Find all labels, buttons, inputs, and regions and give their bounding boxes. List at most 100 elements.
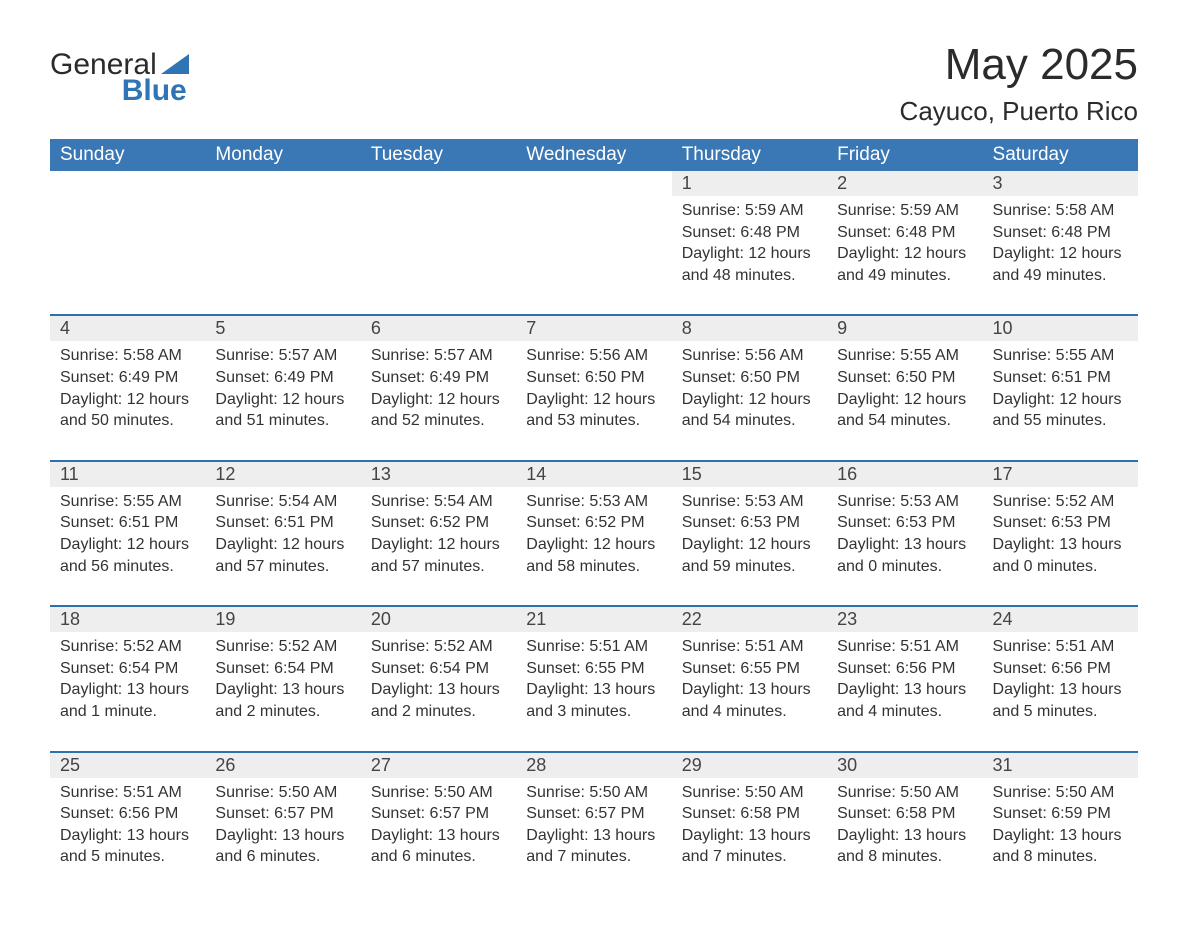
day-number: 6 <box>371 318 381 338</box>
brand-logo: General Blue <box>50 40 189 106</box>
day-detail-cell: Sunrise: 5:55 AMSunset: 6:51 PMDaylight:… <box>983 341 1138 460</box>
day-number: 4 <box>60 318 70 338</box>
sunset-text: Sunset: 6:49 PM <box>60 367 195 389</box>
day-detail-cell: Sunrise: 5:51 AMSunset: 6:55 PMDaylight:… <box>516 632 671 751</box>
sunset-text: Sunset: 6:57 PM <box>526 803 661 825</box>
day-detail-cell: Sunrise: 5:56 AMSunset: 6:50 PMDaylight:… <box>672 341 827 460</box>
sunrise-text: Sunrise: 5:51 AM <box>682 636 817 658</box>
sunset-text: Sunset: 6:55 PM <box>682 658 817 680</box>
day-number: 28 <box>526 755 546 775</box>
day-number: 26 <box>215 755 235 775</box>
day-detail-cell: Sunrise: 5:50 AMSunset: 6:57 PMDaylight:… <box>361 778 516 896</box>
day-number-cell: 31 <box>983 752 1138 778</box>
day-detail-cell: Sunrise: 5:53 AMSunset: 6:53 PMDaylight:… <box>827 487 982 606</box>
day-number-cell: 28 <box>516 752 671 778</box>
sunset-text: Sunset: 6:53 PM <box>682 512 817 534</box>
day-detail-cell: Sunrise: 5:50 AMSunset: 6:58 PMDaylight:… <box>827 778 982 896</box>
sunrise-text: Sunrise: 5:50 AM <box>682 782 817 804</box>
daylight-text: Daylight: 12 hours and 58 minutes. <box>526 534 661 577</box>
day-number-cell: 16 <box>827 461 982 487</box>
day-number-cell: 18 <box>50 606 205 632</box>
day-number-cell: 23 <box>827 606 982 632</box>
day-of-week-row: Sunday Monday Tuesday Wednesday Thursday… <box>50 139 1138 171</box>
day-number-cell: 26 <box>205 752 360 778</box>
day-number: 2 <box>837 173 847 193</box>
daylight-text: Daylight: 13 hours and 2 minutes. <box>215 679 350 722</box>
daylight-text: Daylight: 13 hours and 8 minutes. <box>993 825 1128 868</box>
day-number-cell: 12 <box>205 461 360 487</box>
day-number-cell: 27 <box>361 752 516 778</box>
day-number-cell: 3 <box>983 171 1138 196</box>
daylight-text: Daylight: 13 hours and 5 minutes. <box>993 679 1128 722</box>
calendar-body: 123 Sunrise: 5:59 AMSunset: 6:48 PMDayli… <box>50 171 1138 896</box>
daylight-text: Daylight: 13 hours and 7 minutes. <box>526 825 661 868</box>
month-title: May 2025 <box>900 40 1138 90</box>
day-number: 11 <box>60 464 79 484</box>
day-detail-cell: Sunrise: 5:56 AMSunset: 6:50 PMDaylight:… <box>516 341 671 460</box>
sunset-text: Sunset: 6:58 PM <box>682 803 817 825</box>
daylight-text: Daylight: 12 hours and 54 minutes. <box>837 389 972 432</box>
daylight-text: Daylight: 13 hours and 4 minutes. <box>837 679 972 722</box>
sunset-text: Sunset: 6:54 PM <box>371 658 506 680</box>
sunset-text: Sunset: 6:55 PM <box>526 658 661 680</box>
day-number-cell: 17 <box>983 461 1138 487</box>
sunrise-text: Sunrise: 5:50 AM <box>837 782 972 804</box>
sunset-text: Sunset: 6:48 PM <box>837 222 972 244</box>
sunset-text: Sunset: 6:56 PM <box>993 658 1128 680</box>
day-number: 18 <box>60 609 80 629</box>
daylight-text: Daylight: 13 hours and 0 minutes. <box>837 534 972 577</box>
day-detail-cell: Sunrise: 5:51 AMSunset: 6:56 PMDaylight:… <box>50 778 205 896</box>
day-number: 7 <box>526 318 536 338</box>
day-number-cell: 22 <box>672 606 827 632</box>
daylight-text: Daylight: 12 hours and 57 minutes. <box>371 534 506 577</box>
day-number-cell: 30 <box>827 752 982 778</box>
day-number-cell <box>50 171 205 196</box>
day-number-cell <box>361 171 516 196</box>
dow-saturday: Saturday <box>983 139 1138 171</box>
daylight-text: Daylight: 12 hours and 52 minutes. <box>371 389 506 432</box>
day-detail-cell <box>361 196 516 315</box>
daylight-text: Daylight: 12 hours and 56 minutes. <box>60 534 195 577</box>
sunset-text: Sunset: 6:51 PM <box>60 512 195 534</box>
day-number: 1 <box>682 173 692 193</box>
daylight-text: Daylight: 12 hours and 51 minutes. <box>215 389 350 432</box>
sunset-text: Sunset: 6:57 PM <box>371 803 506 825</box>
daylight-text: Daylight: 13 hours and 4 minutes. <box>682 679 817 722</box>
sunrise-text: Sunrise: 5:50 AM <box>526 782 661 804</box>
sunset-text: Sunset: 6:53 PM <box>837 512 972 534</box>
day-number: 17 <box>993 464 1013 484</box>
sunrise-text: Sunrise: 5:52 AM <box>60 636 195 658</box>
day-number: 22 <box>682 609 702 629</box>
sunrise-text: Sunrise: 5:52 AM <box>371 636 506 658</box>
sunrise-text: Sunrise: 5:53 AM <box>526 491 661 513</box>
day-detail-cell: Sunrise: 5:51 AMSunset: 6:56 PMDaylight:… <box>827 632 982 751</box>
sunrise-text: Sunrise: 5:58 AM <box>993 200 1128 222</box>
day-detail-cell: Sunrise: 5:54 AMSunset: 6:52 PMDaylight:… <box>361 487 516 606</box>
day-number-cell: 19 <box>205 606 360 632</box>
day-detail-cell: Sunrise: 5:53 AMSunset: 6:53 PMDaylight:… <box>672 487 827 606</box>
day-number-cell <box>205 171 360 196</box>
dow-wednesday: Wednesday <box>516 139 671 171</box>
sunrise-text: Sunrise: 5:54 AM <box>371 491 506 513</box>
daylight-text: Daylight: 12 hours and 55 minutes. <box>993 389 1128 432</box>
day-detail-cell: Sunrise: 5:52 AMSunset: 6:53 PMDaylight:… <box>983 487 1138 606</box>
day-detail-cell: Sunrise: 5:50 AMSunset: 6:59 PMDaylight:… <box>983 778 1138 896</box>
sunrise-text: Sunrise: 5:56 AM <box>526 345 661 367</box>
day-detail-cell: Sunrise: 5:52 AMSunset: 6:54 PMDaylight:… <box>361 632 516 751</box>
day-number-cell: 15 <box>672 461 827 487</box>
day-detail-cell: Sunrise: 5:53 AMSunset: 6:52 PMDaylight:… <box>516 487 671 606</box>
daylight-text: Daylight: 13 hours and 0 minutes. <box>993 534 1128 577</box>
day-detail-cell: Sunrise: 5:57 AMSunset: 6:49 PMDaylight:… <box>205 341 360 460</box>
sunset-text: Sunset: 6:59 PM <box>993 803 1128 825</box>
day-number-cell: 24 <box>983 606 1138 632</box>
sunrise-text: Sunrise: 5:50 AM <box>993 782 1128 804</box>
daynum-row: 1 2 3 <box>50 171 1138 196</box>
day-detail-cell: Sunrise: 5:58 AMSunset: 6:48 PMDaylight:… <box>983 196 1138 315</box>
day-number: 29 <box>682 755 702 775</box>
day-detail-cell: Sunrise: 5:50 AMSunset: 6:57 PMDaylight:… <box>516 778 671 896</box>
dow-sunday: Sunday <box>50 139 205 171</box>
day-number-cell: 13 <box>361 461 516 487</box>
daynum-row: 18192021222324 <box>50 606 1138 632</box>
day-detail-cell: Sunrise: 5:52 AMSunset: 6:54 PMDaylight:… <box>205 632 360 751</box>
daylight-text: Daylight: 13 hours and 6 minutes. <box>215 825 350 868</box>
